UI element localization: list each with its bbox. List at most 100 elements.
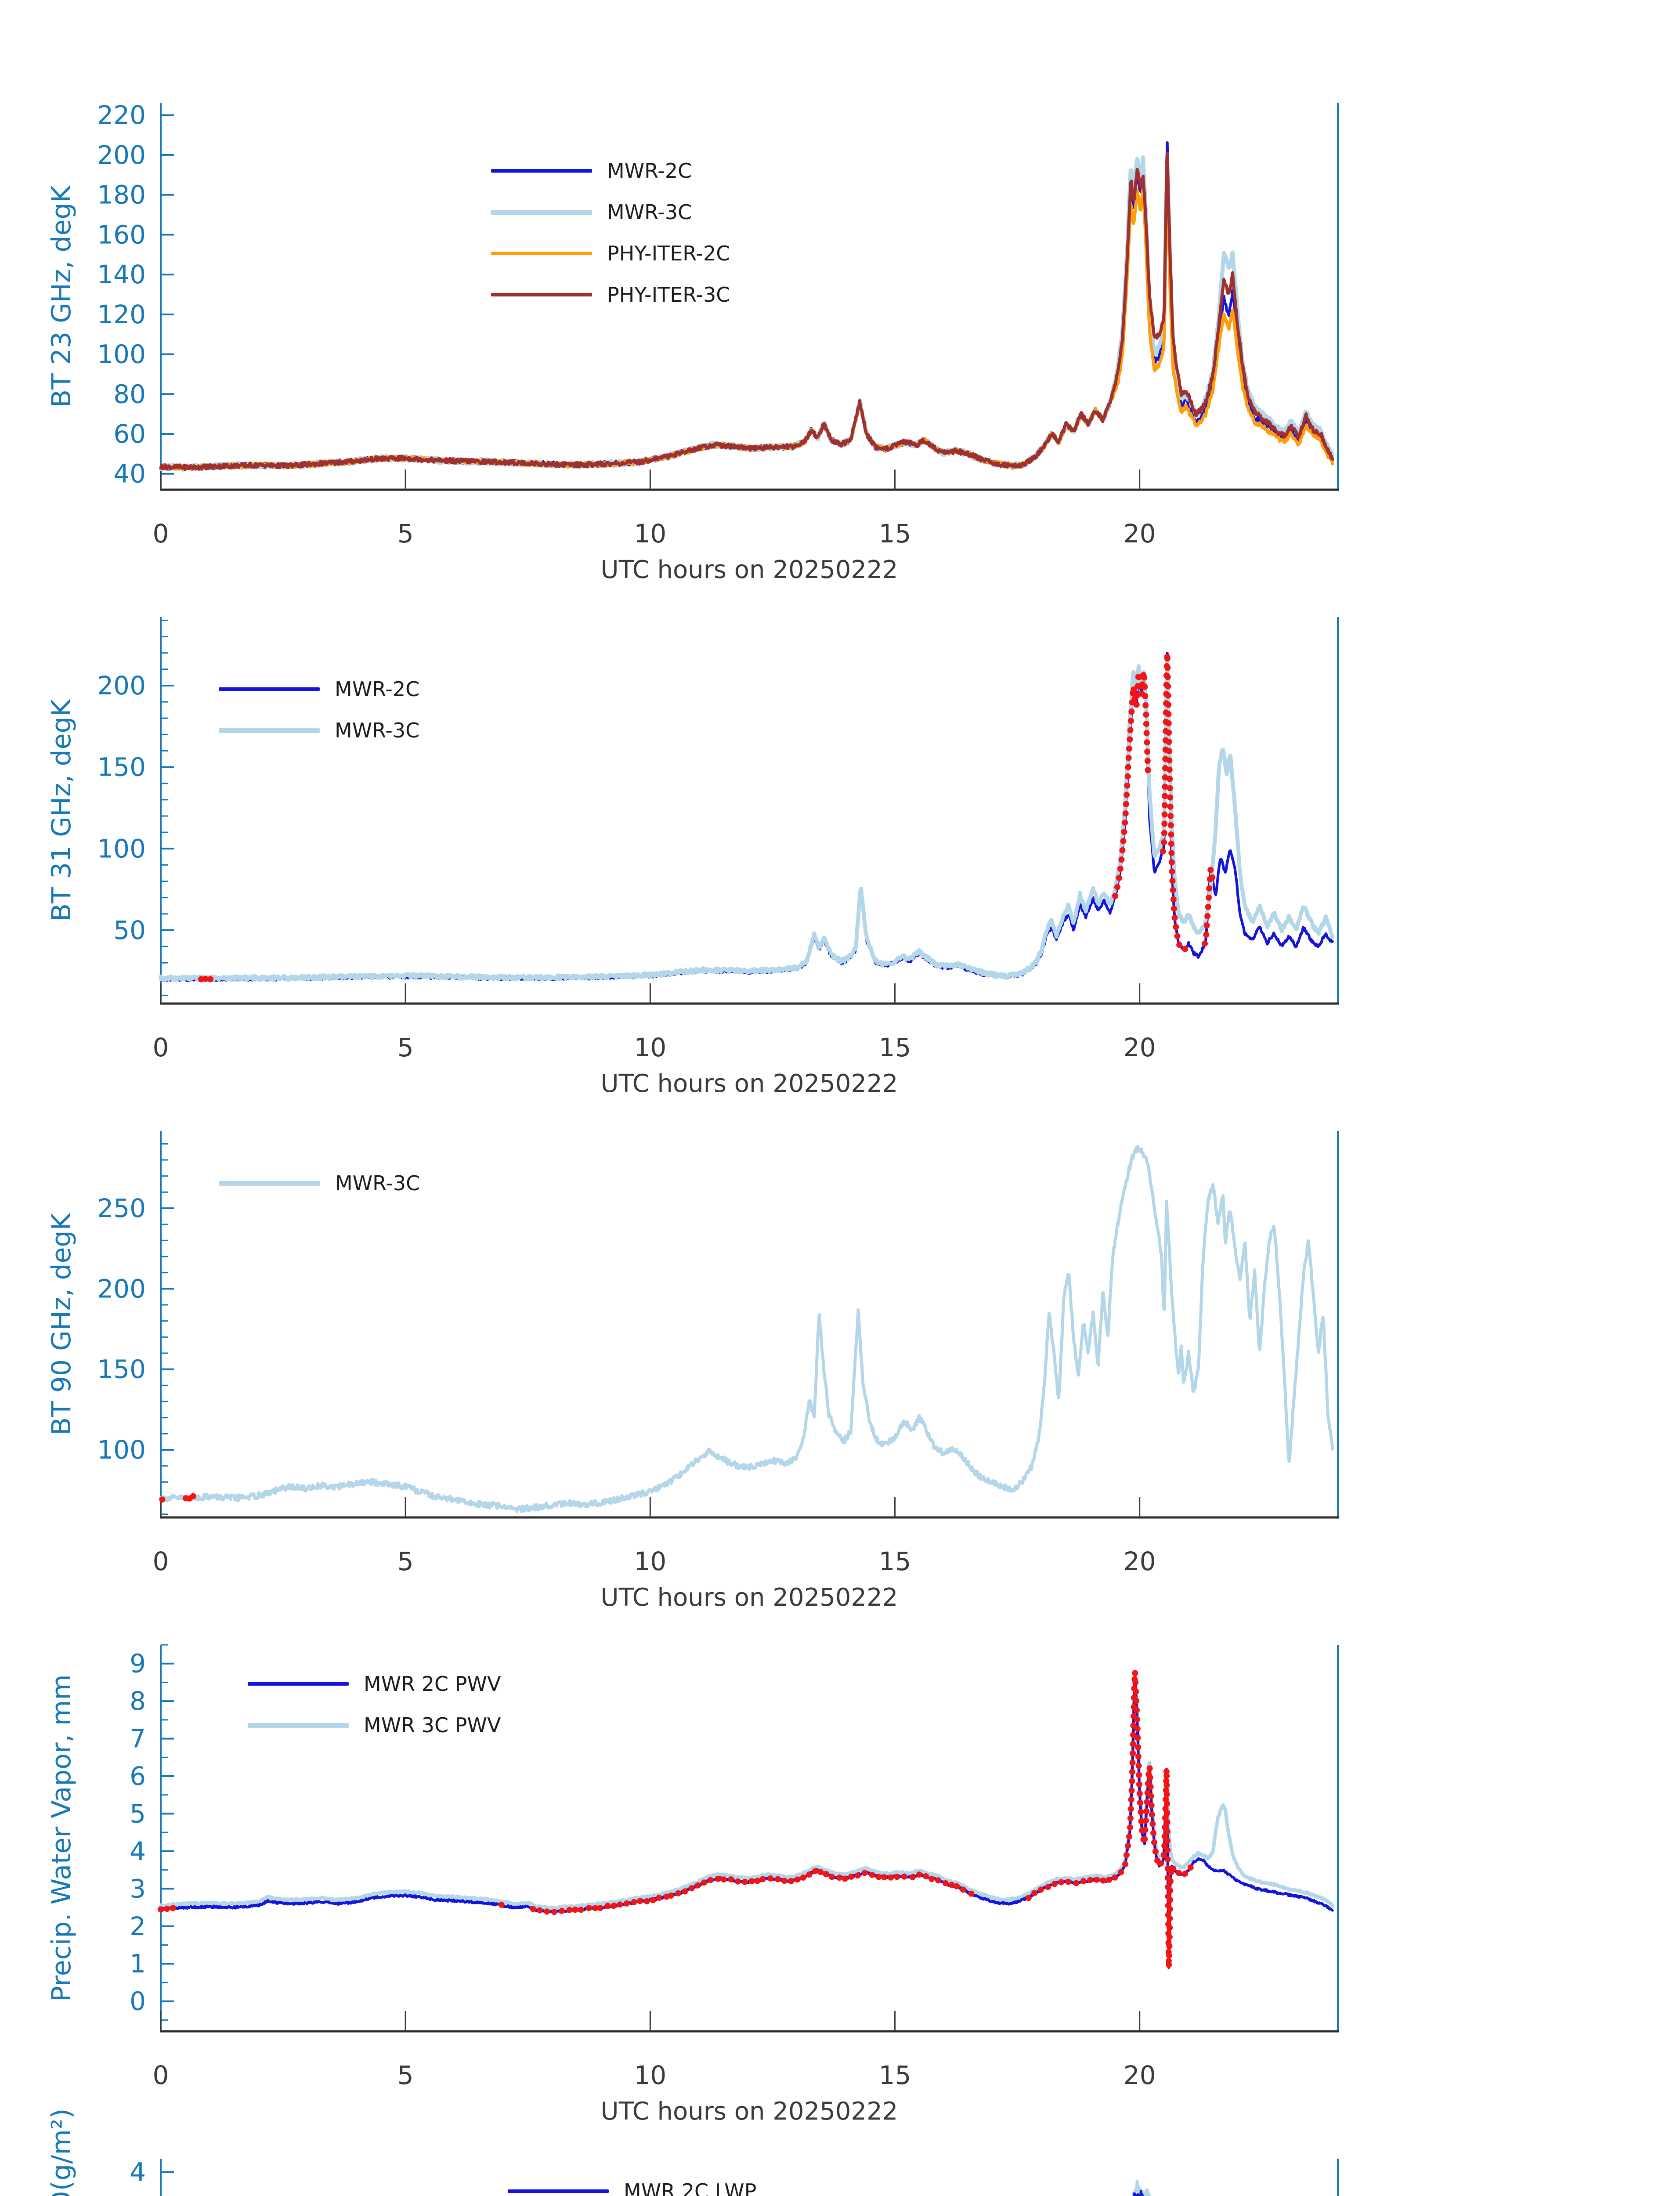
x-tick-label: 10 [634, 519, 666, 549]
y-tick-label: 60 [113, 419, 146, 449]
x-tick-label: 10 [634, 1546, 666, 1576]
x-tick-label: 0 [153, 519, 169, 549]
y-tick-label: 6 [130, 1761, 146, 1791]
y-tick-label: 7 [130, 1724, 146, 1754]
legend-swatch [219, 728, 320, 733]
y-tick-label: 40 [113, 459, 146, 489]
y-tick-label: 100 [97, 1435, 146, 1465]
y-tick-label: 100 [97, 340, 146, 369]
y-tick-label: 2 [130, 1911, 146, 1941]
rain-flag-dots [158, 1903, 180, 1915]
series-line-phy-iter-2c [159, 171, 1334, 471]
y-tick-label: 9 [130, 1649, 146, 1679]
legend-swatch [219, 687, 320, 691]
legend-swatch [248, 1682, 349, 1686]
xlabel-pwv: UTC hours on 20250222 [600, 2097, 898, 2126]
y-tick-label: 150 [97, 752, 146, 782]
y-tick-label: 200 [97, 1274, 146, 1304]
rain-flag-dots [1112, 671, 1152, 899]
legend-bt23: MWR-2C MWR-3C PHY-ITER-2C PHY-ITER-3C [491, 158, 730, 323]
x-tick-label: 15 [879, 1033, 911, 1062]
x-tick-label: 15 [879, 1546, 911, 1576]
y-tick-label: 80 [113, 379, 146, 409]
xlabel-bt31: UTC hours on 20250222 [600, 1069, 898, 1098]
y-tick-label: 0 [130, 1987, 146, 2016]
x-tick-label: 20 [1124, 2060, 1156, 2090]
x-tick-label: 10 [634, 1033, 666, 1062]
y-tick-label: 250 [97, 1193, 146, 1223]
y-tick-label: 120 [97, 300, 146, 329]
legend-entry: MWR 2C PWV [248, 1671, 501, 1697]
legend-entry: PHY-ITER-2C [491, 241, 730, 266]
y-tick-label: 140 [97, 260, 146, 289]
y-tick-label: 5 [130, 1799, 146, 1828]
rain-flag-dots [1201, 868, 1217, 947]
x-tick-label: 5 [397, 1033, 414, 1062]
xlabel-bt90: UTC hours on 20250222 [600, 1583, 898, 1612]
x-tick-label: 5 [397, 1546, 414, 1576]
x-tick-label: 5 [397, 2060, 414, 2090]
y-tick-label: 4 [130, 2157, 146, 2187]
legend-swatch [491, 169, 592, 173]
legend-pwv: MWR 2C PWV MWR 3C PWV [248, 1671, 501, 1754]
legend-swatch [491, 209, 592, 215]
legend-label: PHY-ITER-3C [607, 283, 730, 307]
x-tick-label: 5 [397, 519, 414, 549]
legend-swatch [219, 1181, 320, 1186]
legend-entry: MWR-3C [491, 199, 730, 225]
ylabel-lwp: log10 Liquid Water Path, log10(g/m²) [46, 2001, 77, 2196]
legend-label: MWR 2C PWV [364, 1672, 501, 1696]
x-tick-label: 20 [1124, 1546, 1156, 1576]
rain-flag-dots [1160, 653, 1190, 954]
legend-entry: MWR 3C PWV [248, 1712, 501, 1738]
y-tick-label: 100 [97, 834, 146, 863]
legend-label: MWR-3C [607, 200, 692, 224]
legend-label: MWR-3C [335, 1171, 420, 1195]
y-tick-label: 180 [97, 180, 146, 210]
legend-entry: MWR-3C [219, 718, 419, 743]
x-tick-label: 20 [1124, 1033, 1156, 1062]
legend-label: MWR-2C [607, 159, 692, 183]
legend-label: MWR 2C LWP [624, 2179, 757, 2196]
rain-flag-dots [530, 1864, 968, 1918]
legend-swatch [491, 293, 592, 296]
y-tick-label: 8 [130, 1686, 146, 1716]
legend-label: PHY-ITER-2C [607, 242, 730, 265]
rain-flag-dots [182, 1486, 197, 1507]
rain-flag-dots [1025, 1671, 1194, 1968]
y-tick-label: 3 [130, 1874, 146, 1903]
x-tick-label: 0 [153, 1033, 169, 1062]
y-tick-label: 4 [130, 1836, 146, 1866]
legend-label: MWR 3C PWV [364, 1713, 501, 1737]
rain-flag-dots [968, 1889, 978, 1899]
legend-bt31: MWR-2C MWR-3C [219, 676, 419, 759]
x-tick-label: 10 [634, 2060, 666, 2090]
legend-lwp: MWR 2C LWPMWR 3C LWP [508, 2178, 756, 2196]
x-tick-label: 0 [153, 1546, 169, 1576]
y-tick-label: 200 [97, 671, 146, 701]
x-tick-label: 15 [879, 2060, 911, 2090]
series-line-phy-iter-3c [159, 152, 1334, 471]
legend-swatch [248, 1723, 349, 1728]
legend-bt90: MWR-3C [219, 1170, 420, 1212]
series-line-mwr-3c [159, 155, 1335, 472]
x-tick-label: 20 [1124, 519, 1156, 549]
y-tick-label: 160 [97, 220, 146, 249]
legend-entry: MWR 2C LWP [508, 2178, 756, 2196]
y-tick-label: 220 [97, 100, 146, 130]
x-tick-label: 15 [879, 519, 911, 549]
rain-flag-dots [159, 1491, 168, 1506]
y-tick-label: 1 [130, 1949, 146, 1979]
legend-label: MWR-2C [335, 677, 420, 701]
legend-entry: PHY-ITER-3C [491, 282, 730, 307]
legend-entry: MWR-2C [491, 158, 730, 184]
legend-swatch [491, 252, 592, 255]
legend-entry: MWR-3C [219, 1170, 420, 1196]
legend-label: MWR-3C [335, 719, 420, 742]
y-tick-label: 150 [97, 1354, 146, 1384]
x-tick-label: 0 [153, 2060, 169, 2090]
series-line-mwr-3c-lwp [1131, 2179, 1152, 2196]
rain-flag-dots [498, 1901, 511, 1911]
